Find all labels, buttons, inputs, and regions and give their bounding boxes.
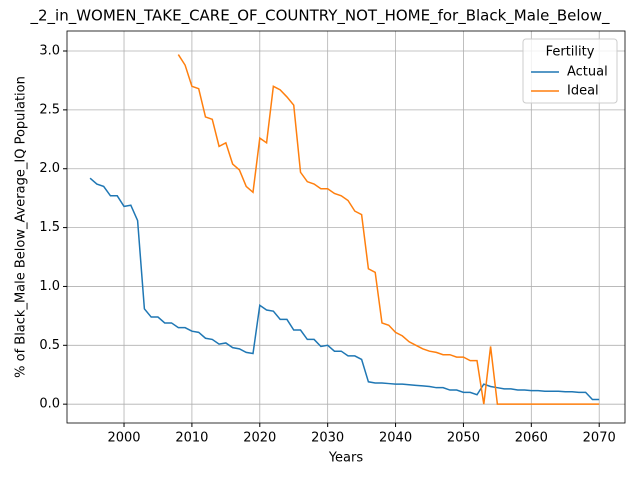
- legend-box: [522, 38, 618, 104]
- y-axis-label: % of Black_Male Below_Average_IQ Populat…: [14, 76, 29, 378]
- data-line: [89, 177, 600, 401]
- y-tick-label: 3.0: [39, 44, 60, 59]
- plot-frame: [66, 30, 626, 424]
- x-tick-label: 2060: [515, 431, 548, 446]
- x-tick-label: 2000: [107, 431, 140, 446]
- legend-label: Actual: [567, 65, 608, 80]
- legend-title: Fertility: [546, 45, 595, 60]
- x-axis-label: Years: [328, 451, 364, 466]
- data-line: [177, 54, 600, 405]
- y-tick-label: 2.0: [39, 161, 60, 176]
- x-tick-label: 2020: [243, 431, 276, 446]
- y-tick-label: 0.5: [39, 338, 60, 353]
- y-tick-label: 1.5: [39, 220, 60, 235]
- chart-title: _2_in_WOMEN_TAKE_CARE_OF_COUNTRY_NOT_HOM…: [30, 7, 610, 26]
- x-tick-label: 2050: [447, 431, 480, 446]
- y-tick-label: 2.5: [39, 102, 60, 117]
- x-tick-label: 2030: [311, 431, 344, 446]
- y-tick-label: 1.0: [39, 279, 60, 294]
- x-tick-label: 2040: [379, 431, 412, 446]
- x-tick-label: 2010: [175, 431, 208, 446]
- y-tick-label: 0.0: [39, 397, 60, 412]
- legend-label: Ideal: [567, 84, 599, 99]
- x-tick-label: 2070: [583, 431, 616, 446]
